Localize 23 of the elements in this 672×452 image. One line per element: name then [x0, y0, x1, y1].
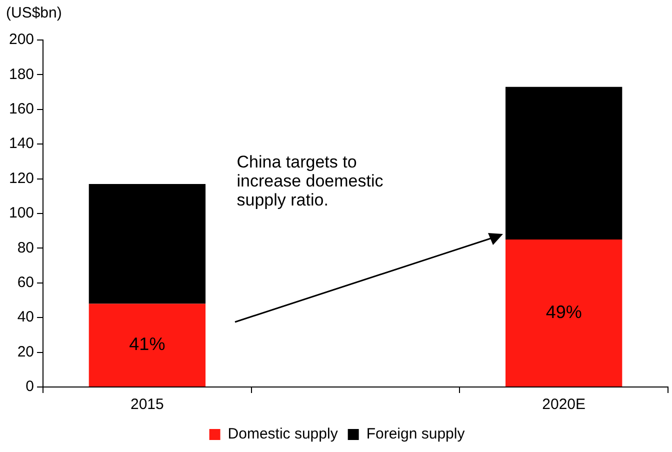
y-tick-label: 160 [8, 100, 34, 118]
y-tick-label: 200 [8, 31, 34, 48]
y-tick-label: 40 [17, 308, 34, 326]
bar [506, 86, 622, 240]
x-tick-label: 2020E [542, 396, 586, 414]
y-tick-label: 80 [17, 239, 34, 256]
x-tick-label: 2015 [130, 396, 164, 414]
y-axis-title: (US$bn) [6, 4, 62, 22]
bar [88, 304, 206, 386]
legend-label: Foreign supply [366, 426, 466, 443]
y-tick-label: 140 [8, 135, 34, 152]
legend-label: Domestic supply [228, 426, 338, 443]
bar [506, 240, 622, 386]
annotation: China targets to increase doemestic supply ratio. [236, 152, 384, 210]
y-tick-label: 20 [17, 343, 34, 360]
y-tick-label: 60 [17, 274, 34, 292]
y-tick-label: 0 [26, 378, 34, 396]
y-tick-label: 120 [8, 170, 34, 187]
y-tick-label: 180 [8, 66, 34, 83]
annotation: 41% [129, 334, 166, 354]
y-tick-label: 100 [8, 204, 34, 222]
annotation: 49% [546, 302, 582, 322]
bar [88, 184, 206, 304]
